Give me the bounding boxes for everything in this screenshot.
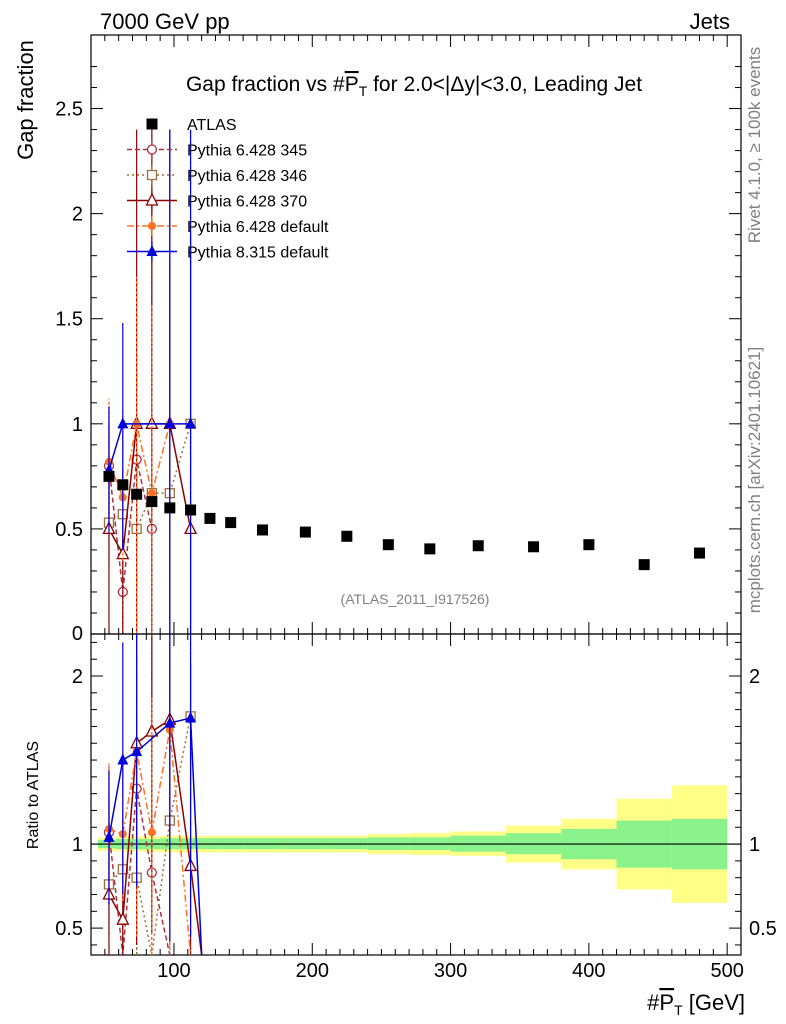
legend-label: Pythia 6.428 346 <box>187 168 307 185</box>
data-point <box>117 479 129 491</box>
xaxis-title: #PT [GeV] <box>647 990 745 1018</box>
data-point <box>185 417 197 429</box>
analysis-watermark: (ATLAS_2011_I917526) <box>341 591 490 607</box>
xtick-label: 200 <box>296 960 329 982</box>
main-ytick-label-zero: 0 <box>72 623 83 645</box>
series-line <box>108 459 153 593</box>
ratio-panel: 0.5 0.5 1 1 2 2 100 200 300 400 500 <box>55 633 777 982</box>
data-point <box>424 543 436 555</box>
series-line <box>108 729 192 956</box>
data-point <box>116 911 130 925</box>
ratio-series-pythia-8-315-default <box>103 634 203 956</box>
xtick-label: 300 <box>434 960 467 982</box>
legend-label: Pythia 6.428 345 <box>187 143 307 160</box>
data-point <box>131 488 143 500</box>
main-series-atlas <box>103 470 706 571</box>
header-left: 7000 GeV pp <box>100 9 230 34</box>
data-point <box>583 539 595 551</box>
data-point <box>103 830 115 842</box>
data-point <box>164 417 176 429</box>
legend-item: ATLAS <box>146 117 237 134</box>
data-point <box>204 512 216 524</box>
title-t: T <box>359 83 368 99</box>
legend: ATLAS Pythia 6.428 345 Pythia 6.428 346 Pyt… <box>127 117 329 262</box>
data-point <box>145 723 159 737</box>
series-line <box>108 423 191 471</box>
legend-label: Pythia 8.315 default <box>187 245 329 262</box>
data-point <box>147 489 156 498</box>
legend-item: Pythia 8.315 default <box>127 241 329 262</box>
ratio-ytick-label: 1 <box>72 834 83 856</box>
data-point <box>256 524 268 536</box>
title-p: P <box>345 73 359 96</box>
data-point <box>164 502 176 514</box>
series-line <box>108 423 192 531</box>
rivet-label: Rivet 4.1.0, ≥ 100k events <box>745 47 764 243</box>
data-point <box>103 470 115 482</box>
legend-label: Pythia 6.428 370 <box>187 194 307 211</box>
legend-marker <box>145 192 159 206</box>
ratio-series-pythia-6-428-370 <box>102 634 203 956</box>
data-point <box>185 711 197 723</box>
data-point <box>117 753 129 765</box>
data-point <box>131 745 143 757</box>
title-rest: for 2.0<|Δy|<3.0, Leading Jet <box>367 73 642 96</box>
legend-label: ATLAS <box>187 117 237 134</box>
legend-marker <box>146 169 158 181</box>
legend-marker <box>148 222 156 230</box>
header-right: Jets <box>690 9 730 34</box>
main-ylabel: Gap fraction <box>13 40 38 160</box>
main-ytick-label: 1 <box>72 414 83 436</box>
legend-marker <box>146 144 158 155</box>
data-point <box>528 541 540 553</box>
mcplots-label: mcplots.cern.ch [arXiv:2401.10621] <box>745 347 764 613</box>
ratio-frame <box>90 633 742 956</box>
ratio-ytick-label: 2 <box>72 666 83 688</box>
data-point <box>638 559 650 571</box>
plot-title: Gap fraction vs #PT for 2.0<|Δy|<3.0, Le… <box>186 73 642 99</box>
main-series-pythia-6-428-default <box>104 171 174 634</box>
legend-label: Pythia 6.428 default <box>187 219 329 236</box>
ratio-ytick-label-right: 2 <box>749 666 760 688</box>
main-ytick-label: 1.5 <box>55 309 83 331</box>
main-ytick-label: 0.5 <box>55 519 83 541</box>
data-point <box>299 526 311 538</box>
series-line <box>108 716 192 956</box>
data-point <box>185 504 197 516</box>
legend-item: Pythia 6.428 345 <box>127 139 307 160</box>
data-point <box>341 530 353 542</box>
data-point <box>147 828 156 837</box>
main-ytick-label: 2 <box>72 204 83 226</box>
legend-item: Pythia 6.428 346 <box>127 165 307 185</box>
data-point <box>225 517 237 529</box>
main-series-pythia-6-428-345 <box>103 192 158 634</box>
ratio-ytick-label-right: 0.5 <box>749 918 777 940</box>
main-ytick-label: 2.5 <box>55 99 83 121</box>
legend-marker <box>146 118 158 130</box>
data-point <box>382 539 394 551</box>
ratio-ylabel: Ratio to ATLAS <box>25 741 42 849</box>
legend-item: Pythia 6.428 default <box>127 216 329 236</box>
xtick-label: 100 <box>157 960 190 982</box>
ratio-ytick-label-right: 1 <box>749 834 760 856</box>
legend-item: Pythia 6.428 370 <box>127 190 307 211</box>
xtick-label: 500 <box>710 960 743 982</box>
data-point <box>694 547 706 559</box>
data-point <box>146 496 158 508</box>
legend-marker <box>146 245 158 256</box>
main-panel: 0.5 1 1.5 2 2.5 0 <box>55 34 742 645</box>
ratio-ytick-label: 0.5 <box>55 918 83 940</box>
main-series-pythia-8-315-default <box>103 129 197 634</box>
data-point <box>117 417 129 429</box>
series-line <box>108 717 203 956</box>
title-main: Gap fraction vs # <box>186 73 345 96</box>
data-point <box>472 540 484 552</box>
data-point <box>164 716 176 728</box>
xtick-label: 400 <box>572 960 605 982</box>
